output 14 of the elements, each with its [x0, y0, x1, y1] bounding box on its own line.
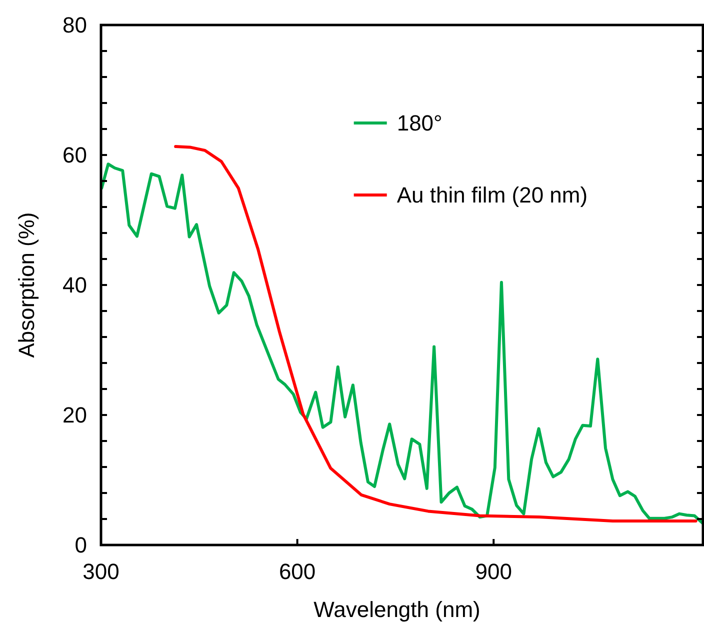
x-axis-title: Wavelength (nm) — [314, 597, 480, 622]
legend-label: 180° — [396, 110, 442, 136]
x-tick-label: 600 — [278, 559, 316, 584]
x-tick-label: 300 — [82, 559, 120, 584]
y-tick-label: 80 — [62, 12, 87, 38]
y-tick-label: 20 — [62, 402, 87, 428]
y-tick-label: 60 — [62, 142, 87, 168]
x-tick-label: 900 — [475, 559, 512, 584]
y-tick-label: 0 — [74, 532, 87, 558]
legend-label: Au thin film (20 nm) — [396, 182, 588, 208]
y-axis-title: Absorption (%) — [14, 212, 39, 358]
line-series — [174, 145, 698, 522]
line-series — [100, 162, 704, 524]
y-tick-label: 40 — [62, 272, 87, 298]
